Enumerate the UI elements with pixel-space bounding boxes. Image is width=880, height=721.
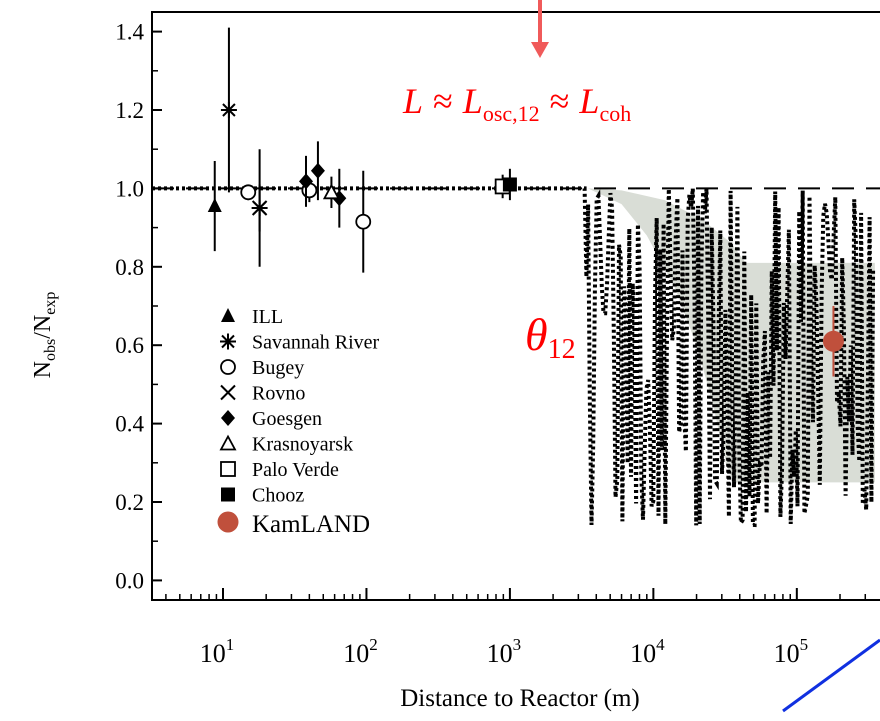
eq-approx-2: ≈ — [550, 81, 570, 121]
legend-label-goesgen: Goesgen — [252, 408, 322, 430]
x-tick-label-2: 103 — [487, 635, 522, 668]
y-tick-label-6: 1.2 — [115, 98, 144, 123]
legend-label-kamland: KamLAND — [252, 511, 370, 538]
legend-marker-ill — [221, 308, 235, 322]
point-savannah-river-0 — [220, 102, 237, 118]
eq-sub-coh: coh — [599, 101, 631, 126]
point-bugey-2 — [355, 213, 372, 230]
y-tick-label-4: 0.8 — [115, 255, 144, 280]
legend-label-bugey: Bugey — [252, 357, 304, 379]
point-chooz-0 — [502, 177, 517, 192]
y-tick-label-2: 0.4 — [115, 412, 144, 437]
arrow-annotation — [531, 0, 549, 58]
y-tick-label-1: 0.2 — [115, 490, 144, 515]
point-krasnoyarsk-0 — [322, 183, 340, 200]
eq-L-osc: L — [462, 81, 483, 121]
legend-marker-bugey — [220, 359, 236, 375]
point-rovno-0 — [251, 200, 268, 216]
y-tick-label-0: 0.0 — [115, 568, 144, 593]
coherence-length-equation: L ≈ Losc,12 ≈ Lcoh — [402, 81, 631, 126]
legend-marker-goesgen — [221, 410, 235, 426]
eq-L: L — [402, 81, 423, 121]
x-tick-label-0: 101 — [200, 635, 235, 668]
x-tick-label-3: 104 — [630, 635, 665, 668]
theta-symbol: θ — [525, 309, 548, 360]
legend: ILL Savannah River Bugey Rovno Goesgen Krasno… — [217, 306, 380, 538]
point-bugey-0 — [240, 184, 257, 201]
eq-L-coh: L — [578, 81, 599, 121]
legend-marker-savannah-river — [220, 333, 236, 350]
y-label-main: N — [30, 361, 56, 378]
point-ill-0 — [207, 198, 222, 213]
x-tick-label-4: 105 — [774, 635, 809, 668]
x-tick-label-1: 102 — [343, 635, 378, 668]
legend-marker-krasnoyarsk — [219, 434, 237, 451]
legend-label-savannah-river: Savannah River — [252, 332, 380, 354]
point-goesgen-1 — [310, 162, 325, 179]
legend-marker-chooz — [221, 487, 235, 502]
legend-marker-palo-verde — [220, 461, 236, 477]
legend-marker-kamland — [217, 511, 239, 533]
y-tick-label-3: 0.6 — [115, 333, 144, 358]
y-tick-label-7: 1.4 — [115, 20, 144, 45]
eq-approx: ≈ — [433, 81, 453, 121]
legend-label-palo-verde: Palo Verde — [252, 459, 339, 481]
legend-label-ill: ILL — [252, 306, 283, 328]
legend-label-chooz: Chooz — [252, 485, 304, 507]
y-label-sep: /N — [30, 315, 56, 339]
point-goesgen-0 — [299, 173, 314, 190]
axes: 0.0 0.2 0.4 0.6 0.8 1.0 1.2 1.4 101 102 103 104 105 — [115, 11, 880, 668]
x-axis-label: Distance to Reactor (m) — [400, 685, 640, 712]
blue-line — [782, 638, 880, 713]
legend-label-krasnoyarsk: Krasnoyarsk — [252, 434, 353, 456]
y-axis-label: Nobs/Nexp — [30, 292, 59, 379]
eq-sub-osc: osc,12 — [483, 101, 540, 126]
legend-marker-rovno — [220, 384, 236, 401]
point-kamland-0 — [822, 330, 844, 352]
y-label-sub2: exp — [42, 292, 59, 315]
y-label-sub1: obs — [42, 339, 59, 361]
theta-sub: 12 — [548, 334, 576, 365]
data-points — [207, 27, 844, 377]
theta-annotation: θ12 — [525, 309, 576, 365]
legend-label-rovno: Rovno — [252, 383, 305, 405]
y-tick-label-5: 1.0 — [115, 176, 144, 201]
